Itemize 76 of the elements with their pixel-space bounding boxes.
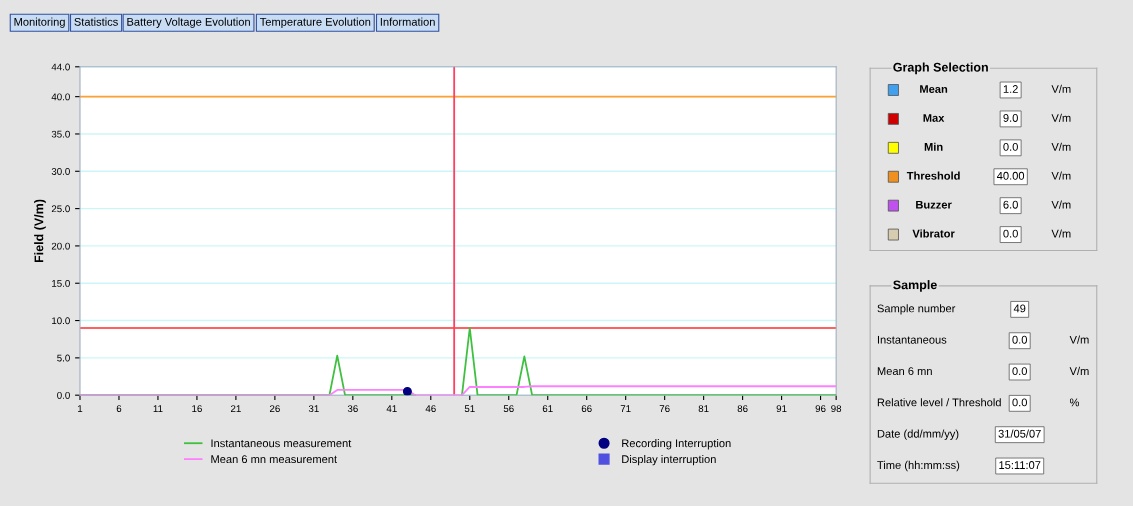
x-tick-label: 96 <box>815 405 826 413</box>
text: 1.2 <box>1003 85 1018 93</box>
y-tick-label: 25.0 <box>51 205 70 213</box>
y-tick-label: 20.0 <box>51 242 70 250</box>
x-tick-label: 11 <box>153 405 163 412</box>
y-tick-label: 35.0 <box>51 130 70 138</box>
text: V/m <box>1051 84 1071 93</box>
x-tick-label: 91 <box>776 405 787 413</box>
x-tick-label: 61 <box>542 405 553 413</box>
text: V/m <box>1051 171 1071 180</box>
x-tick-label: 76 <box>659 405 670 413</box>
x-tick-label: 36 <box>347 405 358 413</box>
text: Buzzer <box>916 200 952 209</box>
x-tick-label: 71 <box>620 405 631 412</box>
text: 31/05/07 <box>998 429 1041 438</box>
text: Max <box>923 114 945 122</box>
y-tick-label: 40.0 <box>51 93 70 101</box>
text: V/m <box>1051 142 1071 151</box>
y-tick-label: 44.0 <box>51 63 70 71</box>
x-tick-label: 26 <box>269 405 280 413</box>
text: 0.0 <box>1012 398 1027 407</box>
text: Instantaneous <box>877 335 947 344</box>
x-tick-label: 98 <box>831 405 842 413</box>
y-axis-title: Field (V/m) <box>34 199 46 263</box>
text: 6.0 <box>1003 200 1018 209</box>
text: 0.0 <box>1003 142 1018 151</box>
text: Temperature Evolution <box>259 17 371 28</box>
text: Min <box>924 142 943 151</box>
text: Mean <box>920 85 948 93</box>
text: 49 <box>1013 304 1026 313</box>
text: 0.0 <box>1012 367 1027 376</box>
x-tick-label: 86 <box>737 405 748 413</box>
text: 40.00 <box>996 171 1025 180</box>
text: 9.0 <box>1003 114 1018 122</box>
x-tick-label: 1 <box>78 405 83 412</box>
text: V/m <box>1069 366 1089 376</box>
x-tick-label: 16 <box>192 405 202 413</box>
text: Information <box>380 17 435 26</box>
text: Sample <box>893 280 937 292</box>
y-tick-label: 0.0 <box>57 391 70 399</box>
text: % <box>1069 398 1080 407</box>
y-tick-label: 5.0 <box>57 354 70 362</box>
x-tick-label: 66 <box>581 405 592 413</box>
y-tick-label: 10.0 <box>52 317 70 325</box>
text: V/m <box>1051 229 1071 238</box>
x-tick-label: 51 <box>464 405 475 413</box>
text: Statistics <box>74 17 118 26</box>
text: V/m <box>1051 113 1071 122</box>
text: Relative level / Threshold <box>877 398 1001 407</box>
y-tick-label: 15.0 <box>52 279 70 287</box>
text: 0.0 <box>1003 229 1018 238</box>
text: Mean 6 mn <box>877 367 932 376</box>
text: Vibrator <box>912 229 955 238</box>
legend-label: Recording Interruption <box>622 439 731 450</box>
legend-label: Instantaneous measurement <box>211 439 352 448</box>
legend-label: Display interruption <box>622 454 716 466</box>
y-tick-label: 30.0 <box>51 168 70 175</box>
text: 0.0 <box>1012 335 1027 344</box>
legend-label: Mean 6 mn measurement <box>211 455 337 464</box>
x-tick-label: 21 <box>230 405 241 412</box>
text: Battery Voltage Evolution <box>127 17 250 28</box>
x-tick-label: 46 <box>425 405 436 413</box>
text: Date (dd/mm/yy) <box>877 429 959 440</box>
text: Monitoring <box>14 17 65 28</box>
x-tick-label: 56 <box>503 405 514 413</box>
text: Sample number <box>877 304 956 315</box>
text: V/m <box>1051 200 1071 209</box>
text: Graph Selection <box>893 62 988 75</box>
x-tick-label: 41 <box>386 405 397 412</box>
text: V/m <box>1069 335 1089 344</box>
text: 15:11:07 <box>999 461 1041 469</box>
text: Time (hh:mm:ss) <box>877 460 960 472</box>
x-tick-label: 31 <box>308 405 319 413</box>
text: Threshold <box>906 171 960 180</box>
x-tick-label: 6 <box>116 405 122 413</box>
x-tick-label: 81 <box>698 405 709 413</box>
